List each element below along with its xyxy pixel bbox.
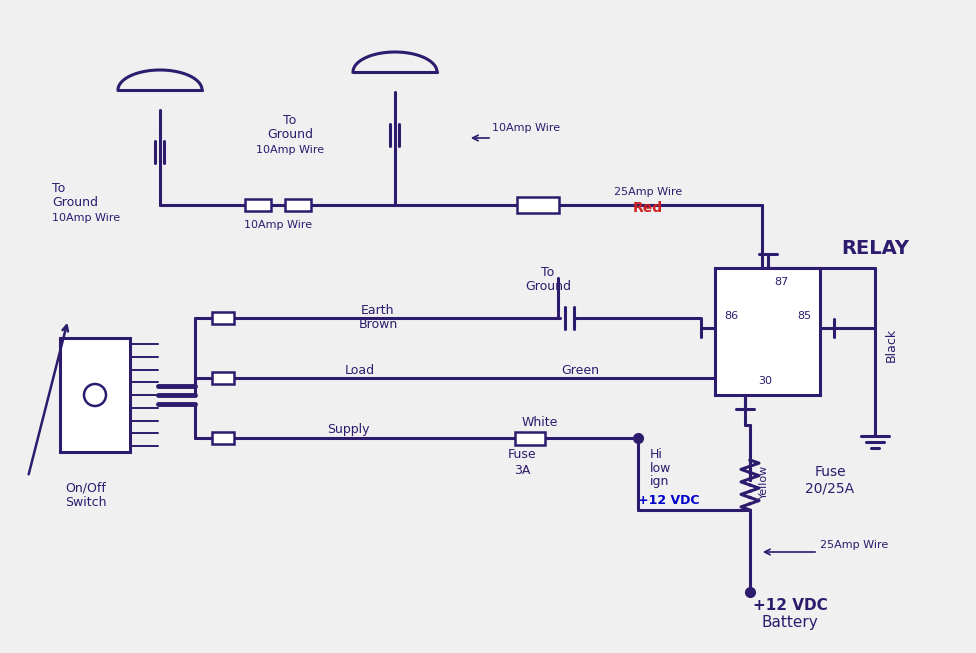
Text: Ground: Ground: [267, 129, 313, 142]
Text: To: To: [283, 114, 297, 127]
Text: +12 VDC: +12 VDC: [638, 494, 700, 507]
Text: Supply: Supply: [327, 424, 369, 436]
Text: 85: 85: [797, 311, 811, 321]
Text: Ground: Ground: [52, 197, 98, 210]
Text: On/Off: On/Off: [65, 481, 105, 494]
Text: Earth: Earth: [361, 304, 394, 317]
Text: 10Amp Wire: 10Amp Wire: [256, 145, 324, 155]
Bar: [517, 197, 559, 213]
Text: White: White: [522, 415, 558, 428]
Text: Ground: Ground: [525, 281, 571, 293]
Bar: [212, 312, 234, 324]
Text: Yellow: Yellow: [759, 465, 769, 499]
Text: Switch: Switch: [65, 496, 106, 509]
Text: 86: 86: [724, 311, 738, 321]
Text: Red: Red: [633, 201, 663, 215]
Text: 87: 87: [774, 277, 789, 287]
Bar: [212, 372, 234, 384]
Text: Battery: Battery: [761, 614, 818, 629]
Text: Black: Black: [884, 328, 898, 362]
Bar: [60, 338, 130, 452]
Bar: [285, 199, 311, 211]
Text: +12 VDC: +12 VDC: [752, 597, 828, 613]
Text: 20/25A: 20/25A: [805, 481, 855, 495]
Text: RELAY: RELAY: [841, 238, 909, 257]
Text: 10Amp Wire: 10Amp Wire: [244, 220, 312, 230]
Text: To: To: [52, 182, 65, 195]
Text: low: low: [650, 462, 671, 475]
Text: Load: Load: [345, 364, 375, 377]
Text: 3A: 3A: [513, 464, 530, 477]
Bar: [245, 199, 271, 211]
Text: To: To: [542, 266, 554, 278]
Text: Fuse: Fuse: [814, 465, 846, 479]
Text: 30: 30: [758, 376, 772, 386]
Text: Hi: Hi: [650, 449, 663, 462]
Bar: [212, 432, 234, 444]
Text: 10Amp Wire: 10Amp Wire: [492, 123, 560, 133]
Bar: [515, 432, 545, 445]
Text: Brown: Brown: [358, 319, 397, 332]
Text: 25Amp Wire: 25Amp Wire: [820, 540, 888, 550]
Text: Fuse: Fuse: [508, 449, 537, 462]
Bar: [715, 268, 820, 395]
Text: 25Amp Wire: 25Amp Wire: [614, 187, 682, 197]
Text: Green: Green: [561, 364, 599, 377]
Text: ign: ign: [650, 475, 670, 488]
Text: 10Amp Wire: 10Amp Wire: [52, 213, 120, 223]
